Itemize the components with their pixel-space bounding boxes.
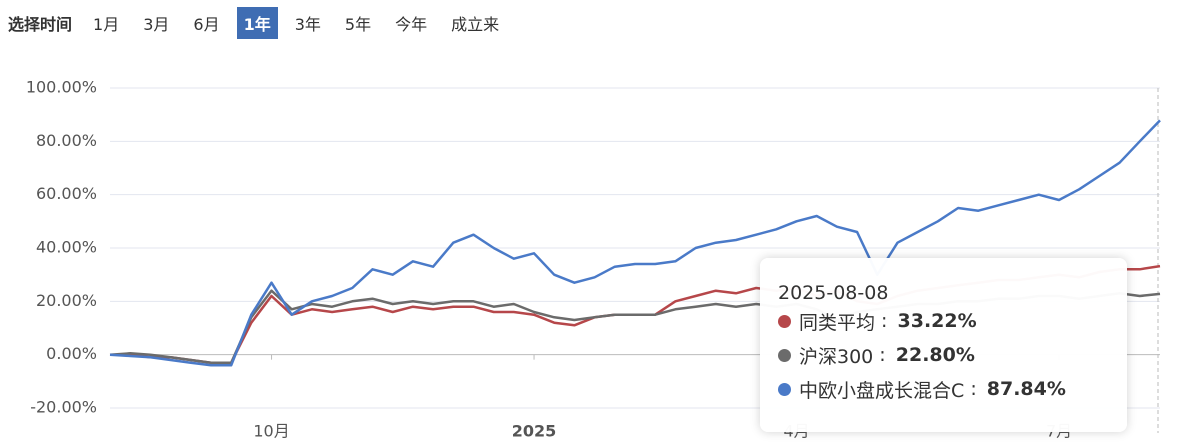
series-name: 同类平均 [799,311,876,334]
tooltip-row: 同类平均 : 33.22% [778,304,1127,338]
series-name: 沪深300 [799,345,874,368]
y-tick-label: 40.00% [36,238,97,257]
separator: : [964,378,983,400]
legend-dot [778,348,791,362]
legend-dot [778,382,791,396]
filter-option[interactable]: 1月 [93,15,120,34]
filter-option[interactable]: 3年 [294,15,321,34]
y-tick-label: 0.00% [46,344,97,363]
y-tick-label: 80.00% [36,131,97,150]
filter-option[interactable]: 1年 [236,7,278,39]
filter-option[interactable]: 6月 [193,15,220,34]
legend-dot [778,314,791,328]
series-name: 中欧小盘成长混合C [799,379,965,402]
tooltip-value: 87.84% [986,378,1066,400]
tooltip-value: 22.80% [895,344,975,366]
filter-option[interactable]: 5年 [344,15,372,34]
tooltip-row: 沪深300 : 22.80% [778,338,1127,372]
x-tick-label: 2025 [512,422,557,441]
tooltip-date: 2025-08-08 [778,282,889,304]
filter-option[interactable]: 成立来 [451,15,500,34]
tooltip-row: 中欧小盘成长混合C : 87.84% [778,372,1127,406]
tooltip: 2025-08-08 同类平均 : 33.22% 沪深300 : 22.80% 中欧… [760,258,1127,432]
separator: : [875,310,894,332]
filter-option[interactable]: 3月 [143,15,170,34]
y-tick-label: 100.00% [26,78,97,97]
separator: : [873,344,892,366]
tooltip-value: 33.22% [897,310,977,332]
y-tick-label: 60.00% [36,184,97,203]
filter-label: 选择时间 [8,15,73,34]
x-tick-label: 10月 [253,422,289,441]
filter-option[interactable]: 今年 [395,15,428,34]
time-filter: 选择时间 1月 3月 6月 1年 3年 5年 今年 成立来 [8,7,516,39]
y-tick-label: -20.00% [30,398,97,417]
y-tick-label: 20.00% [36,291,97,310]
series-line [109,119,1161,367]
